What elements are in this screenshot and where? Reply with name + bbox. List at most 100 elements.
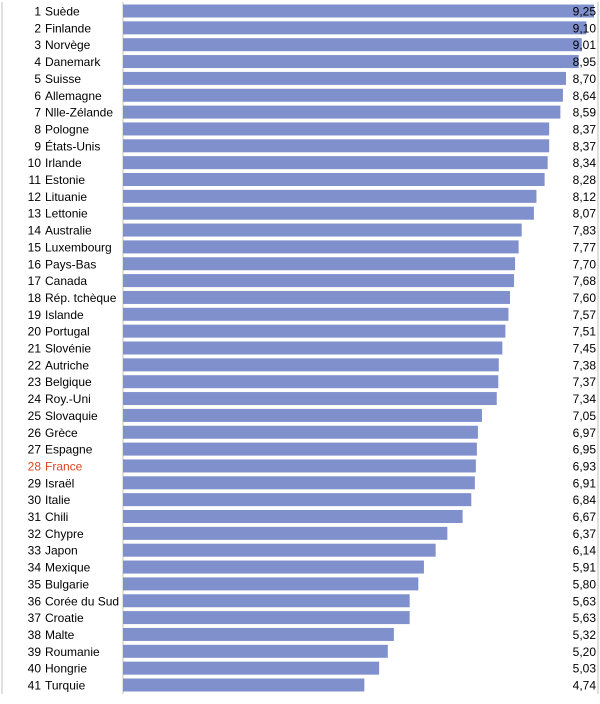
bar bbox=[123, 274, 515, 288]
rank-label: 24 bbox=[28, 392, 42, 406]
value-label: 6,67 bbox=[573, 510, 597, 524]
rank-label: 33 bbox=[28, 544, 42, 558]
rank-label: 27 bbox=[28, 443, 42, 457]
category-label: Roy.-Uni bbox=[45, 392, 91, 406]
value-label: 6,93 bbox=[573, 459, 597, 473]
rank-label: 17 bbox=[28, 274, 42, 288]
category-label: Luxembourg bbox=[45, 240, 112, 254]
category-label: Norvège bbox=[45, 38, 91, 52]
category-label: Slovénie bbox=[45, 342, 91, 356]
rank-label: 39 bbox=[28, 645, 42, 659]
value-label: 7,37 bbox=[573, 375, 597, 389]
bar bbox=[123, 644, 388, 658]
rank-label: 23 bbox=[28, 375, 42, 389]
value-label: 7,70 bbox=[573, 257, 597, 271]
category-label: Croatie bbox=[45, 611, 84, 625]
bar bbox=[123, 71, 566, 85]
category-label: Turquie bbox=[45, 679, 86, 693]
category-label: Italie bbox=[45, 493, 71, 507]
rank-label: 7 bbox=[34, 106, 41, 120]
value-label: 7,57 bbox=[573, 308, 597, 322]
value-label: 6,91 bbox=[573, 476, 597, 490]
bar bbox=[123, 290, 510, 304]
bar bbox=[123, 510, 463, 523]
value-label: 9,01 bbox=[573, 38, 597, 52]
category-label: Grèce bbox=[45, 426, 78, 440]
category-label: Suède bbox=[45, 5, 80, 19]
bar bbox=[123, 560, 424, 574]
rank-label: 36 bbox=[28, 594, 42, 608]
bar bbox=[123, 476, 475, 490]
bar bbox=[123, 156, 548, 170]
bar bbox=[123, 678, 365, 692]
bar bbox=[123, 493, 472, 507]
bar bbox=[123, 577, 419, 591]
bar bbox=[123, 240, 519, 254]
value-label: 7,68 bbox=[573, 274, 597, 288]
value-label: 5,20 bbox=[573, 645, 597, 659]
category-label: France bbox=[45, 459, 83, 473]
value-label: 8,37 bbox=[573, 122, 597, 136]
bar bbox=[123, 408, 482, 422]
value-label: 8,28 bbox=[573, 173, 597, 187]
rank-label: 40 bbox=[28, 662, 42, 676]
category-label: Chypre bbox=[45, 527, 84, 541]
rank-label: 30 bbox=[28, 493, 42, 507]
rank-label: 26 bbox=[28, 426, 42, 440]
value-label: 6,84 bbox=[573, 493, 597, 507]
value-label: 6,37 bbox=[573, 527, 597, 541]
rank-label: 18 bbox=[28, 291, 42, 305]
bar bbox=[123, 307, 509, 321]
bar bbox=[123, 4, 594, 18]
bar bbox=[123, 122, 550, 136]
category-label: Pologne bbox=[45, 122, 89, 136]
rank-label: 5 bbox=[34, 72, 41, 86]
category-label: Australie bbox=[45, 224, 92, 238]
category-label: Portugal bbox=[45, 325, 90, 339]
bar bbox=[123, 526, 448, 540]
value-label: 8,64 bbox=[573, 89, 597, 103]
value-label: 8,12 bbox=[573, 190, 597, 204]
bar bbox=[123, 55, 579, 69]
category-label: Danemark bbox=[45, 55, 101, 69]
bar bbox=[123, 223, 522, 237]
rank-label: 22 bbox=[28, 358, 42, 372]
bar bbox=[123, 358, 499, 372]
bar bbox=[123, 627, 394, 641]
rank-label: 31 bbox=[28, 510, 42, 524]
rank-label: 41 bbox=[28, 679, 42, 693]
category-label: Pays-Bas bbox=[45, 257, 96, 271]
rank-label: 13 bbox=[28, 207, 42, 221]
category-label: Corée du Sud bbox=[45, 594, 119, 608]
value-label: 5,32 bbox=[573, 628, 597, 642]
rank-label: 10 bbox=[28, 156, 42, 170]
category-label: Allemagne bbox=[45, 89, 102, 103]
rank-label: 25 bbox=[28, 409, 42, 423]
rank-label: 16 bbox=[28, 257, 42, 271]
bar bbox=[123, 375, 499, 389]
category-label: États-Unis bbox=[45, 138, 100, 153]
value-label: 5,63 bbox=[573, 594, 597, 608]
bar bbox=[123, 442, 477, 456]
rank-label: 21 bbox=[28, 342, 42, 356]
value-label: 7,45 bbox=[573, 342, 597, 356]
category-label: Mexique bbox=[45, 561, 91, 575]
category-label: Autriche bbox=[45, 358, 89, 372]
category-label: Israël bbox=[45, 476, 74, 490]
category-label: Estonie bbox=[45, 173, 85, 187]
category-label: Roumanie bbox=[45, 645, 100, 659]
rank-label: 3 bbox=[34, 38, 41, 52]
rank-label: 12 bbox=[28, 190, 42, 204]
bar bbox=[123, 324, 506, 338]
rank-label: 9 bbox=[34, 139, 41, 153]
value-label: 5,80 bbox=[573, 577, 597, 591]
value-label: 8,95 bbox=[573, 55, 597, 69]
category-label: Hongrie bbox=[45, 662, 87, 676]
rank-label: 8 bbox=[34, 122, 41, 136]
rank-label: 1 bbox=[34, 5, 41, 19]
value-label: 7,51 bbox=[573, 325, 597, 339]
value-label: 7,77 bbox=[573, 240, 597, 254]
value-label: 7,05 bbox=[573, 409, 597, 423]
rank-label: 35 bbox=[28, 577, 42, 591]
